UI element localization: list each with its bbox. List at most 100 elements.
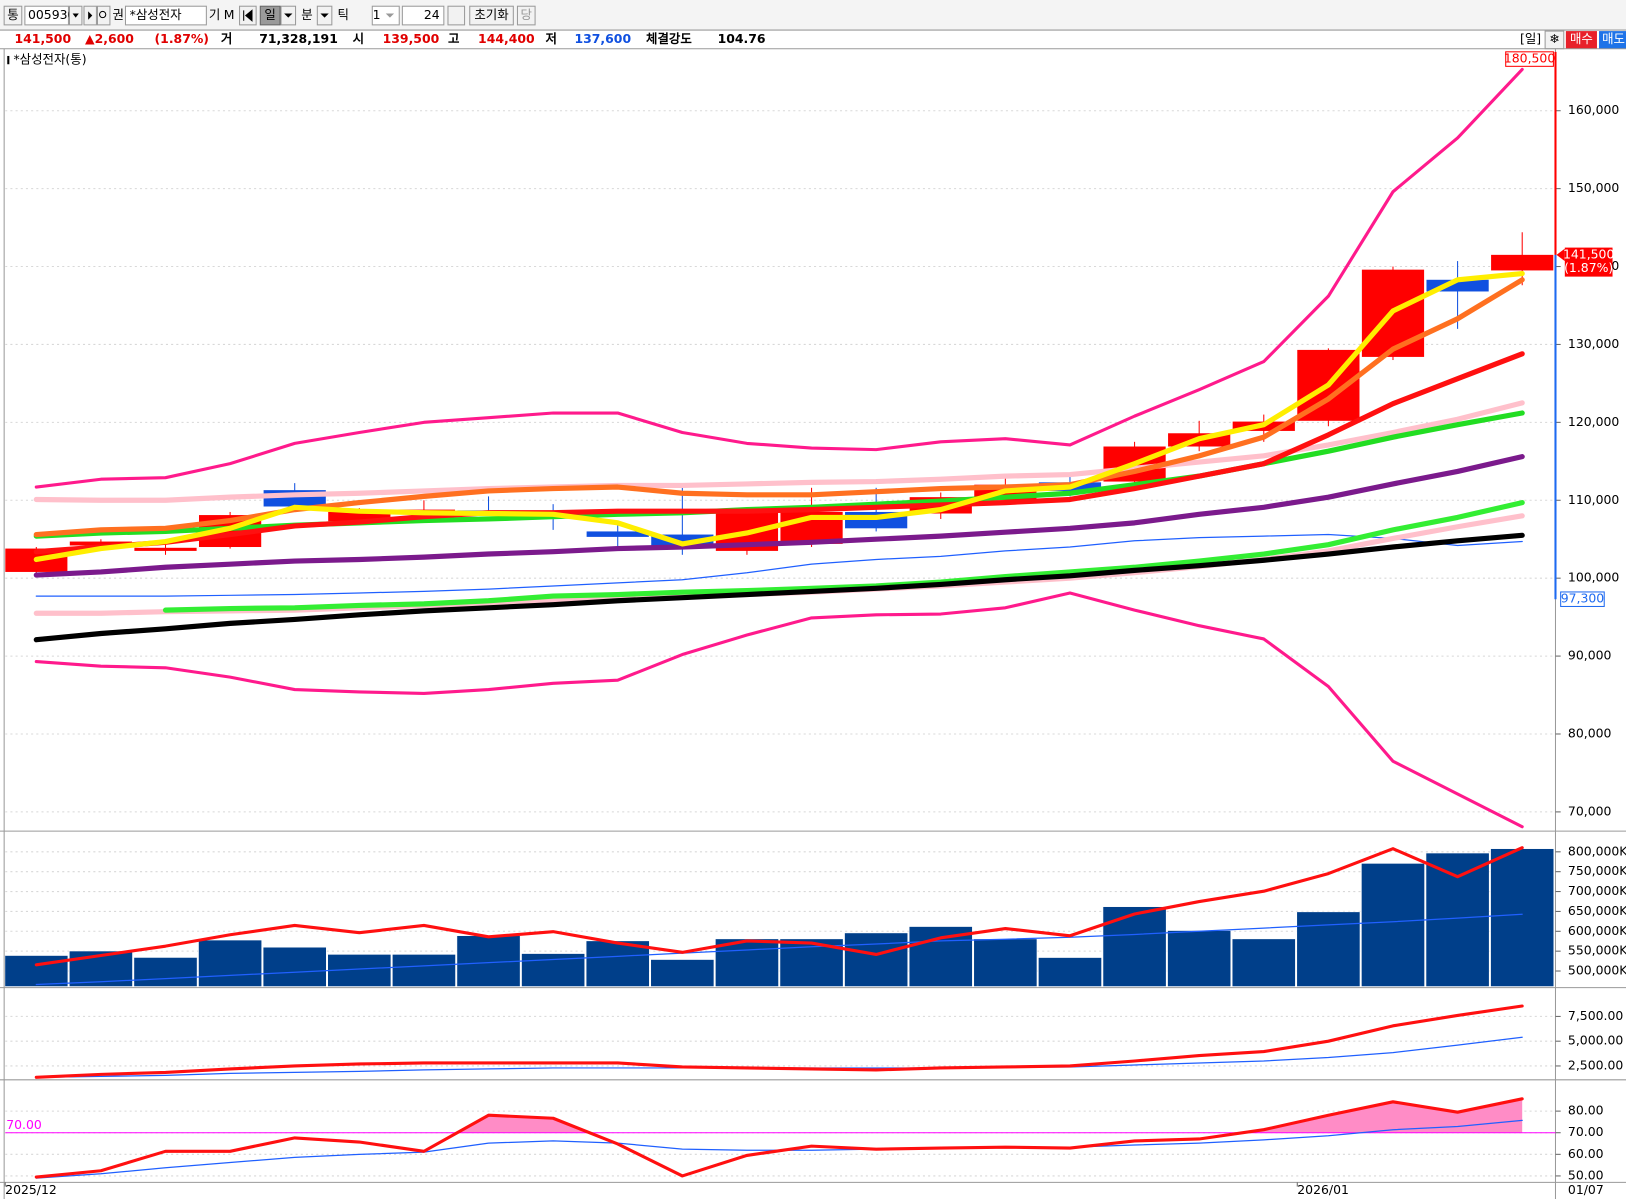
dropdown-arrow xyxy=(320,13,329,18)
reset-label[interactable]: 초기화 xyxy=(474,7,509,22)
bar xyxy=(973,938,1038,987)
bar xyxy=(1296,911,1361,987)
search-icon xyxy=(99,10,107,19)
tab-label[interactable]: 통 xyxy=(7,7,18,22)
panel xyxy=(5,1097,1556,1179)
y-tick-label: 600,000K xyxy=(1568,923,1626,938)
series-line xyxy=(33,351,1525,555)
last-price-arrow xyxy=(1556,248,1565,262)
last-rate-label: (1.87%) xyxy=(1564,260,1613,275)
y-tick-label: 70.00 xyxy=(1568,1124,1604,1139)
day-button[interactable] xyxy=(259,5,281,26)
dang-button[interactable] xyxy=(516,5,536,26)
unit-input[interactable] xyxy=(371,5,400,26)
x-tick-label: 2025/12 xyxy=(5,1182,57,1197)
rights-label[interactable]: 권 xyxy=(112,7,123,22)
lower-marker-box xyxy=(1560,591,1605,607)
tick-label[interactable]: 틱 xyxy=(338,7,349,22)
bar xyxy=(715,938,779,987)
reference-label: 70.00 xyxy=(6,1117,42,1132)
bar xyxy=(391,954,456,987)
volume-label: 거 xyxy=(221,31,232,46)
lower-marker-label: 97,300 xyxy=(1561,591,1605,606)
dropdown-arrow xyxy=(284,13,293,18)
open-label: 시 xyxy=(353,31,364,46)
name-field[interactable] xyxy=(124,5,207,26)
volume-value: 71,328,191 xyxy=(259,31,338,46)
series-line xyxy=(33,532,1525,643)
candle-body xyxy=(328,511,391,522)
last-price-box xyxy=(1564,247,1613,277)
code-input[interactable] xyxy=(24,5,69,26)
y-tick-label: 120,000 xyxy=(1568,414,1619,429)
code-text[interactable]: 005930 xyxy=(28,7,76,22)
buy-button[interactable] xyxy=(1565,31,1597,49)
open-value: 139,500 xyxy=(383,31,440,46)
day-label[interactable]: 일 xyxy=(264,7,275,22)
y-tick-label: 110,000 xyxy=(1568,492,1619,507)
sell-label[interactable]: 매도 xyxy=(1602,31,1625,46)
panel xyxy=(5,67,1556,829)
search-button[interactable] xyxy=(96,5,111,26)
y-tick-label: 700,000K xyxy=(1568,883,1626,898)
bar xyxy=(844,932,909,987)
upper-limit-box xyxy=(1505,51,1554,67)
series-line xyxy=(34,846,1524,967)
y-tick-label: 750,000K xyxy=(1568,863,1626,878)
y-tick-label: 70,000 xyxy=(1568,803,1612,818)
bar xyxy=(1038,957,1102,987)
series-line xyxy=(34,67,1524,489)
y-tick-label: 60.00 xyxy=(1568,1146,1604,1161)
settings-button[interactable] xyxy=(447,5,466,26)
series-line xyxy=(35,913,1523,986)
unit-text[interactable]: 1 xyxy=(373,7,381,22)
buy-label[interactable]: 매수 xyxy=(1570,31,1593,46)
series-line xyxy=(33,454,1525,578)
price-change: ▲2,600 xyxy=(85,31,134,46)
bar xyxy=(1231,938,1296,987)
sell-button[interactable] xyxy=(1599,31,1626,49)
strength-label: 체결강도 xyxy=(646,31,692,46)
plot-layer: 70,000 80,000 90,000 100,000 110,000 120,000 1… xyxy=(4,51,1626,1197)
high-value: 144,400 xyxy=(478,31,535,46)
y-tick-label: 500,000K xyxy=(1568,963,1626,978)
m-button[interactable]: M xyxy=(224,7,235,22)
panel xyxy=(5,1004,1556,1079)
reset-button[interactable] xyxy=(469,5,514,26)
y-tick-label: 650,000K xyxy=(1568,903,1626,918)
minute-label[interactable]: 분 xyxy=(301,7,312,22)
low-label: 저 xyxy=(545,31,556,46)
low-value: 137,600 xyxy=(574,31,631,46)
series-line xyxy=(34,1097,1524,1179)
name-text: *삼성전자 xyxy=(130,7,183,22)
y-tick-label: 130,000 xyxy=(1568,336,1619,351)
quote-bar: 141,500 ▲2,600 (1.87%) 거 71,328,191 시 13… xyxy=(0,29,1626,50)
y-tick-label: 2,500.00 xyxy=(1568,1057,1623,1072)
candle-body xyxy=(1491,254,1554,271)
gi-button[interactable]: 기 xyxy=(209,7,220,22)
bar xyxy=(650,959,715,987)
strength-value: 104.76 xyxy=(718,31,766,46)
bar xyxy=(1102,906,1167,987)
y-tick-label: 160,000 xyxy=(1568,102,1619,117)
x-tick-label: 2026/01 xyxy=(1297,1182,1349,1197)
next-arrow xyxy=(88,11,93,20)
y-tick-label: 150,000 xyxy=(1568,180,1619,195)
count-input[interactable] xyxy=(401,5,445,26)
period-button[interactable]: [일] xyxy=(1520,31,1541,46)
bar xyxy=(1361,863,1425,987)
tab-button[interactable] xyxy=(3,5,23,26)
high-label: 고 xyxy=(448,31,460,46)
count-text[interactable]: 24 xyxy=(424,7,440,22)
series-line xyxy=(33,270,1525,563)
bar xyxy=(1167,930,1232,987)
y-tick-label: 80.00 xyxy=(1568,1103,1604,1118)
chart-frame: *삼성전자(통) xyxy=(0,48,1626,1199)
last-price-label: 141,500 xyxy=(1563,246,1614,261)
y-tick-label: 5,000.00 xyxy=(1568,1033,1623,1048)
dang-label[interactable]: 당 xyxy=(521,7,532,22)
chart-title: *삼성전자(통) xyxy=(13,52,86,67)
current-price: 141,500 xyxy=(15,31,72,46)
